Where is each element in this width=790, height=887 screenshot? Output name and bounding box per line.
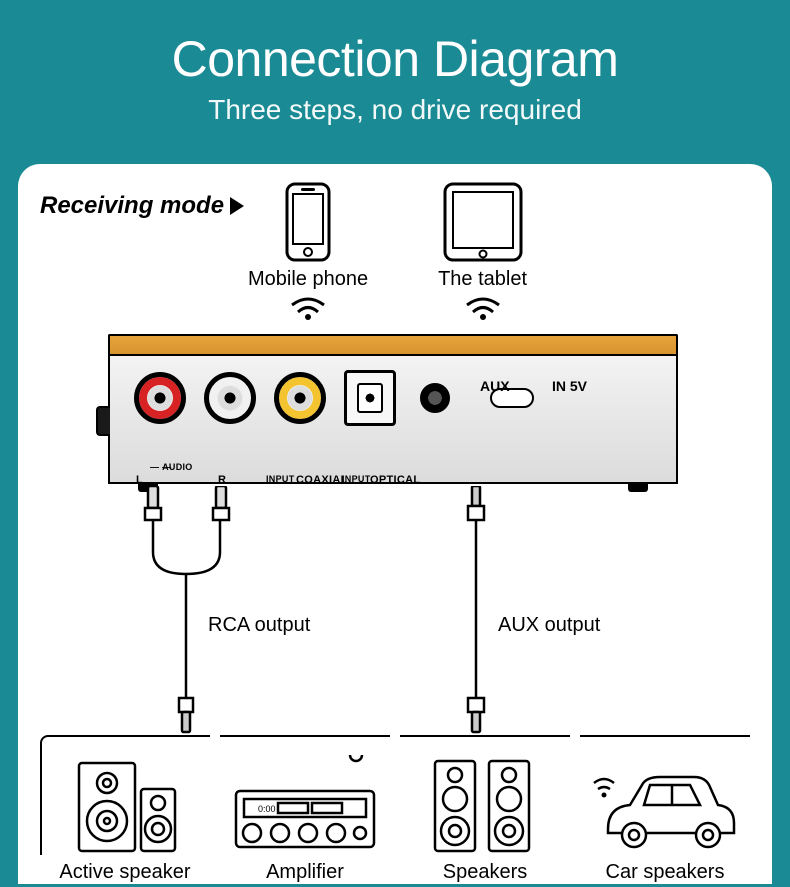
mode-label: Receiving mode <box>40 192 244 220</box>
active-speaker: Active speaker <box>40 735 210 884</box>
wifi-icon <box>288 297 328 321</box>
page-subtitle: Three steps, no drive required <box>20 94 770 126</box>
header: Connection Diagram Three steps, no drive… <box>0 0 790 146</box>
optical-port <box>344 370 396 426</box>
mode-label-text: Receiving mode <box>40 192 224 220</box>
tablet-label: The tablet <box>438 268 527 291</box>
car-speakers: Car speakers <box>580 735 750 884</box>
tablet: The tablet <box>438 182 527 321</box>
amplifier-label: Amplifier <box>266 861 344 884</box>
coaxial-port <box>274 372 326 424</box>
car-icon <box>590 755 740 855</box>
speakers-label: Speakers <box>443 861 528 884</box>
aux-output-label: AUX output <box>498 614 600 637</box>
audio-line-label: AUDIO <box>162 462 193 472</box>
active-speaker-icon <box>71 755 181 855</box>
tablet-icon <box>441 182 525 262</box>
active-speaker-label: Active speaker <box>59 861 190 884</box>
aux-port <box>420 383 450 413</box>
cables-area: RCA output AUX output <box>18 486 772 726</box>
in5v-label: IN 5V <box>552 378 587 394</box>
converter-body: AUX IN 5V L — AUDIO — R COAXIAL INPUT OP… <box>108 354 678 484</box>
source-devices: Mobile phone The tablet <box>248 182 527 321</box>
output-row: Active speaker 0:00 <box>18 735 772 884</box>
play-triangle-icon <box>230 197 244 215</box>
amplifier-icon: 0:00 <box>230 755 380 855</box>
mobile-phone: Mobile phone <box>248 182 368 321</box>
rca-output-label: RCA output <box>208 614 310 637</box>
aux-label: AUX <box>480 378 510 394</box>
converter-box: AUX IN 5V L — AUDIO — R COAXIAL INPUT OP… <box>108 334 678 484</box>
car-speakers-label: Car speakers <box>606 861 725 884</box>
cables-svg <box>18 486 772 746</box>
coaxial-sub-label: INPUT <box>266 474 295 484</box>
page-title: Connection Diagram <box>20 30 770 88</box>
side-port <box>96 406 110 436</box>
speakers-icon <box>425 755 545 855</box>
ports-row <box>134 370 534 426</box>
amplifier: 0:00 Amplifier <box>220 735 390 884</box>
converter-top <box>108 334 678 354</box>
diagram-panel: Receiving mode Mobile phone <box>18 164 772 884</box>
rca-left-port <box>134 372 186 424</box>
wifi-icon <box>463 297 503 321</box>
optical-sub-label: INPUT <box>342 474 371 484</box>
rca-right-port <box>204 372 256 424</box>
phone-icon <box>281 182 335 262</box>
phone-label: Mobile phone <box>248 268 368 291</box>
speakers: Speakers <box>400 735 570 884</box>
svg-text:0:00: 0:00 <box>258 804 276 814</box>
